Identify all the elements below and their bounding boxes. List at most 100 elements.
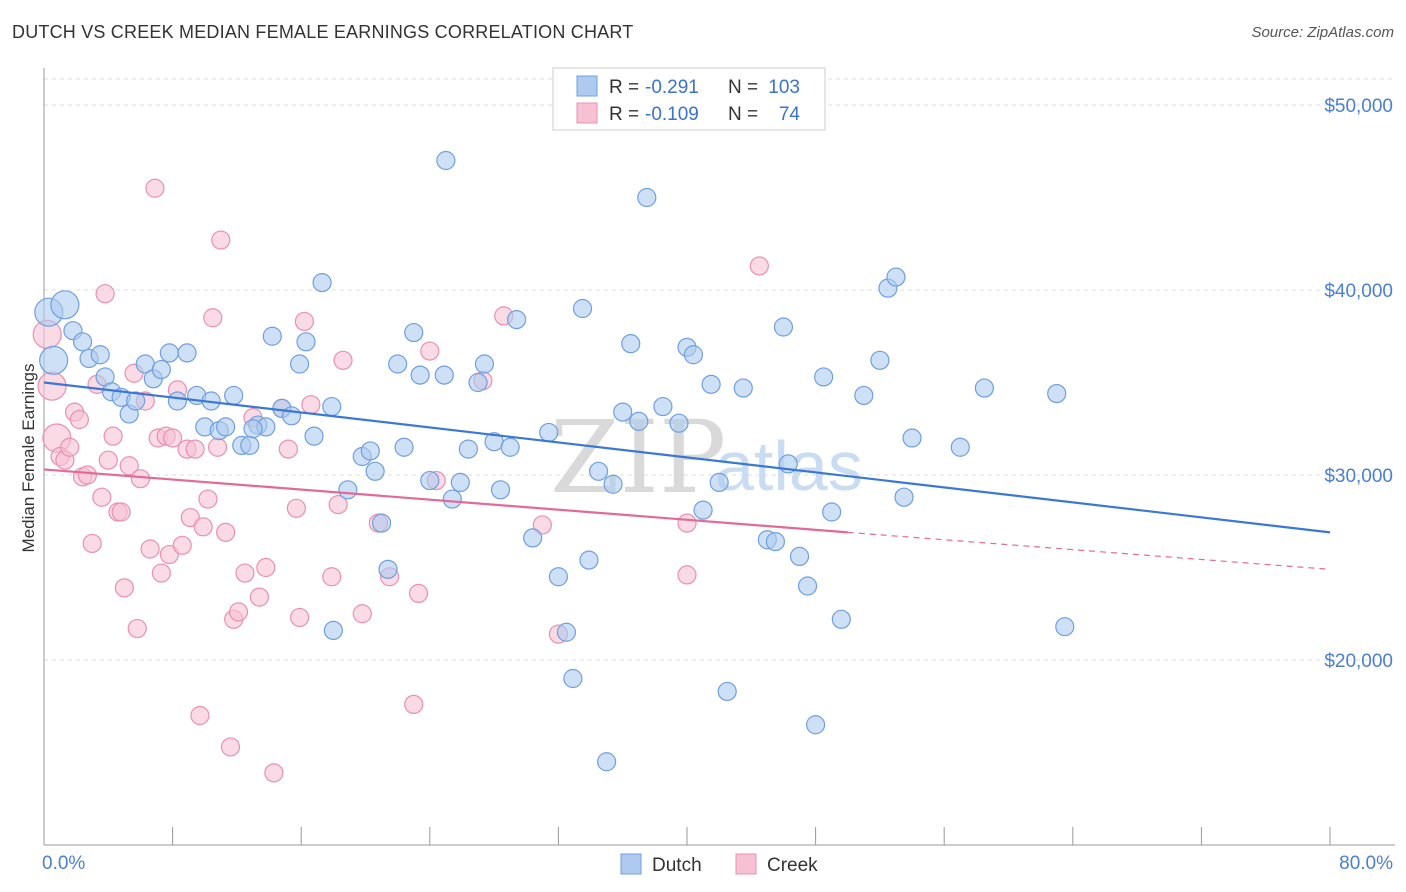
creek-point [69,409,89,430]
dutch-point [151,359,171,380]
dutch-point [224,385,244,406]
creek-point [322,567,342,587]
legend-r-value-creek: -0.109 [645,104,699,125]
dutch-point [629,411,649,431]
dutch-point [539,422,559,443]
legend-box [552,67,826,131]
dutch-point [805,715,826,735]
trend-lines [43,381,1331,570]
legend-n-label-creek: N = [728,104,758,125]
dutch-point [831,609,851,629]
creek-point [216,522,236,542]
legend-n-value-creek: 74 [779,104,801,125]
dutch-point [613,402,633,422]
dutch-point [243,419,263,439]
legend-r-label-creek: R = [609,104,639,125]
creek-point [60,437,80,457]
chart-source: Source: ZipAtlas.com [1251,24,1394,41]
creek-point [185,439,205,459]
dutch-point [789,546,810,567]
creek-point [208,437,228,457]
dutch-point [579,550,599,570]
dutch-point [814,367,834,387]
creek-point [420,341,440,361]
dutch-point [523,528,543,548]
dutch-point [1047,384,1067,404]
creek-point [301,395,321,415]
y-axis-ticks: $20,000 $30,000 $40,000 $50,000 [1324,96,1393,672]
dutch-point [886,267,906,287]
creek-point [220,737,241,757]
dutch-point [474,354,495,374]
creek-point [159,544,179,565]
dutch-point [709,472,729,492]
dutch-point [365,461,385,481]
legend-swatch-dutch [576,75,598,97]
dutch-point [289,354,310,374]
dutch-point [338,480,358,500]
dutch-trend-line [43,381,1331,534]
creek-point [145,178,165,198]
creek-point [190,705,210,726]
dutch-point [304,426,324,446]
creek-point [278,439,298,459]
legend-swatch-creek [576,102,598,124]
creek-point [408,583,429,604]
creek-point [180,507,200,528]
creek-point [352,604,372,624]
dutch-point [902,428,922,448]
dutch-point [1055,617,1075,637]
legend-n-label-dutch: N = [728,77,758,98]
creek-point [119,456,139,476]
bottom-legend-swatch-dutch [620,853,642,875]
creek-point [328,495,348,515]
dutch-point [404,322,424,343]
dutch-point [603,474,623,494]
dutch-point [177,343,197,363]
series-legend: Dutch Creek [620,853,818,876]
creek-point [95,284,115,304]
creek-point [114,578,134,598]
bottom-legend-label-creek: Creek [767,855,818,876]
dutch-point [548,567,569,587]
creek-point [749,256,769,276]
creek-point [37,371,67,401]
bottom-legend-swatch-creek [735,853,757,875]
dutch-point [90,345,110,365]
creek-point [193,517,213,537]
creek-point [264,763,284,783]
dutch-point [701,374,721,394]
dutch-point [974,378,994,398]
dutch-point [563,668,583,689]
dutch-point [312,273,332,293]
dutch-point [450,472,470,492]
dutch-point [371,513,392,533]
creek-point [130,469,151,489]
dutch-point [556,622,577,642]
dutch-point [950,437,970,457]
dutch-point [683,345,704,365]
y-axis-title: Median Female Earnings [19,364,38,553]
dutch-point [72,332,93,352]
dutch-points [34,150,1075,772]
legend-n-value-dutch: 103 [768,77,800,98]
dutch-point [296,332,316,352]
dutch-point [159,343,179,363]
creek-point [92,487,112,507]
watermark: ZIP atlas [550,399,863,516]
legend-r-value-dutch: -0.291 [645,77,699,98]
dutch-point [322,396,342,417]
creek-point [98,450,118,470]
dutch-point [637,187,657,208]
y-tick-label: $20,000 [1324,651,1393,672]
dutch-point [597,752,617,772]
creek-point [286,498,306,518]
creek-trend-line-extension [847,531,1331,570]
creek-point [677,565,697,585]
dutch-point [507,310,527,330]
dutch-point [388,354,408,374]
dutch-point [621,334,641,354]
creek-point [235,563,255,583]
dutch-point [797,576,818,596]
chart-title: DUTCH VS CREEK MEDIAN FEMALE EARNINGS CO… [12,22,634,42]
